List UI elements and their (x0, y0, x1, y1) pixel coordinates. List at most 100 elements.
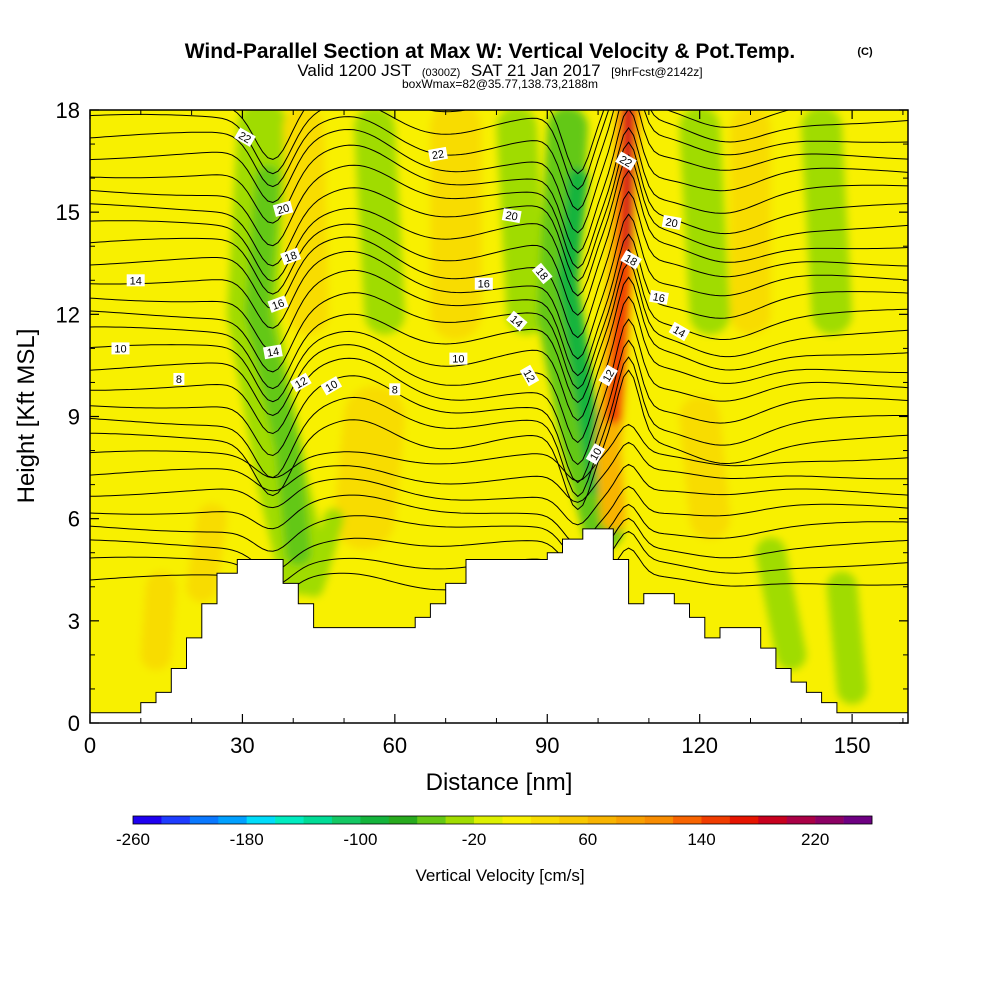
chart-title: Wind-Parallel Section at Max W: Vertical… (185, 40, 796, 63)
contour-label-bg (280, 247, 302, 266)
contour-label-bg (649, 289, 669, 305)
contour-label: 16 (267, 295, 289, 313)
colorbar-swatch (559, 816, 589, 824)
contour-label: 10 (320, 376, 343, 396)
contour-label: 22 (234, 127, 256, 147)
y-tick-label: 6 (68, 507, 80, 532)
colorbar-swatch (218, 816, 247, 824)
contour-label: 18 (280, 247, 302, 266)
valid-prefix: Valid 1200 JST (297, 61, 411, 80)
theta-contour (90, 318, 908, 466)
colorbar-swatch (758, 816, 788, 824)
contour-label-bg (620, 250, 642, 270)
colorbar-swatch (673, 816, 702, 824)
contour-label-text: 12 (520, 368, 537, 385)
contour-label-text: 14 (130, 275, 142, 287)
contour-label-bg (126, 274, 145, 287)
contour-label-bg (234, 127, 256, 147)
contour-label-bg (585, 443, 606, 465)
colorbar-tick-label: -180 (230, 830, 264, 849)
contour-label: 10 (449, 352, 468, 366)
velocity-feature-downdraft (801, 110, 853, 335)
contour-label-text: 16 (271, 297, 287, 312)
colorbar-tick-label: -20 (462, 830, 487, 849)
contour-label: 20 (501, 208, 522, 224)
x-tick-label: 60 (383, 733, 407, 758)
contour-label: 14 (126, 274, 145, 287)
y-tick-label: 3 (68, 609, 80, 634)
contour-label-bg (173, 373, 185, 385)
contour-label: 14 (668, 321, 691, 342)
contour-label-bg (474, 277, 493, 290)
colorbar-swatch (729, 816, 759, 824)
colorbar-swatch (189, 816, 219, 824)
x-axis: 0 30 60 90 120 150 (84, 110, 904, 758)
theta-contour (90, 485, 908, 545)
colorbar-tick-label: 140 (687, 830, 715, 849)
theta-contour (90, 110, 908, 254)
theta-contour (90, 369, 908, 511)
forecast-info: [9hrFcst@2142z] (611, 65, 703, 79)
box-wmax-info: boxWmax=82@35.77,138.73,2188m (402, 77, 598, 91)
contour-label-text: 12 (293, 375, 310, 392)
contour-label: 22 (615, 151, 637, 171)
contour-label: 22 (428, 146, 448, 162)
theta-contour (90, 423, 908, 482)
x-tick-label: 0 (84, 733, 96, 758)
contour-label-bg (531, 262, 553, 285)
colorbar-swatch (275, 816, 304, 824)
colorbar-swatch (474, 816, 503, 824)
contour-label-text: 8 (176, 374, 182, 386)
velocity-feature-downdraft (496, 110, 548, 335)
colorbar-swatch (303, 816, 333, 824)
y-tick-label: 15 (56, 200, 80, 225)
colorbar-swatch (445, 816, 475, 824)
colorbar-swatch (331, 816, 361, 824)
velocity-feature-downdraft (354, 110, 405, 335)
theta-contour (90, 276, 908, 422)
contour-label-text: 18 (622, 252, 639, 269)
contour-label-bg (661, 214, 682, 230)
contour-label-bg (389, 383, 401, 396)
contour-label-bg (615, 151, 637, 171)
y-axis-label: Height [Kft MSL] (13, 329, 40, 504)
colorbar-swatch (701, 816, 731, 824)
contour-label-bg (598, 364, 618, 387)
theta-contour (232, 110, 791, 175)
theta-contour (90, 503, 908, 560)
theta-contour (90, 441, 908, 503)
contour-label-text: 18 (283, 250, 299, 265)
colorbar-swatch (360, 816, 390, 824)
theta-contour (90, 295, 908, 444)
contour-label-text: 8 (392, 384, 398, 396)
colorbar-swatch (587, 816, 617, 824)
y-tick-label: 12 (56, 302, 80, 327)
velocity-feature-downdraft (826, 571, 868, 705)
contour-label: 12 (519, 364, 540, 387)
contour-label: 12 (598, 364, 618, 387)
velocity-feature-updraft (679, 396, 731, 539)
theta-contour (90, 110, 908, 211)
contour-label-text: 12 (601, 368, 618, 385)
contour-label-bg (519, 364, 540, 387)
contour-label-text: 22 (236, 130, 253, 147)
velocity-feature-updraft (140, 571, 177, 671)
theta-contour (90, 190, 908, 339)
x-axis-label: Distance [nm] (426, 769, 573, 796)
theta-contour (90, 110, 908, 234)
velocity-feature-downdraft (755, 537, 807, 671)
potential-temperature-contours (90, 110, 908, 608)
velocity-feature-downdraft (557, 167, 609, 495)
contour-label-text: 16 (478, 279, 490, 291)
velocity-feature-updraft (283, 110, 329, 335)
colorbar-tick-label: 220 (801, 830, 829, 849)
contour-label: 10 (111, 342, 130, 355)
colorbar-swatch (161, 816, 191, 824)
contour-label-text: 20 (664, 216, 678, 230)
theta-contour (90, 213, 908, 360)
colorbar-tick-label: 60 (578, 830, 597, 849)
theta-contour (90, 463, 908, 526)
x-tick-label: 30 (230, 733, 254, 758)
